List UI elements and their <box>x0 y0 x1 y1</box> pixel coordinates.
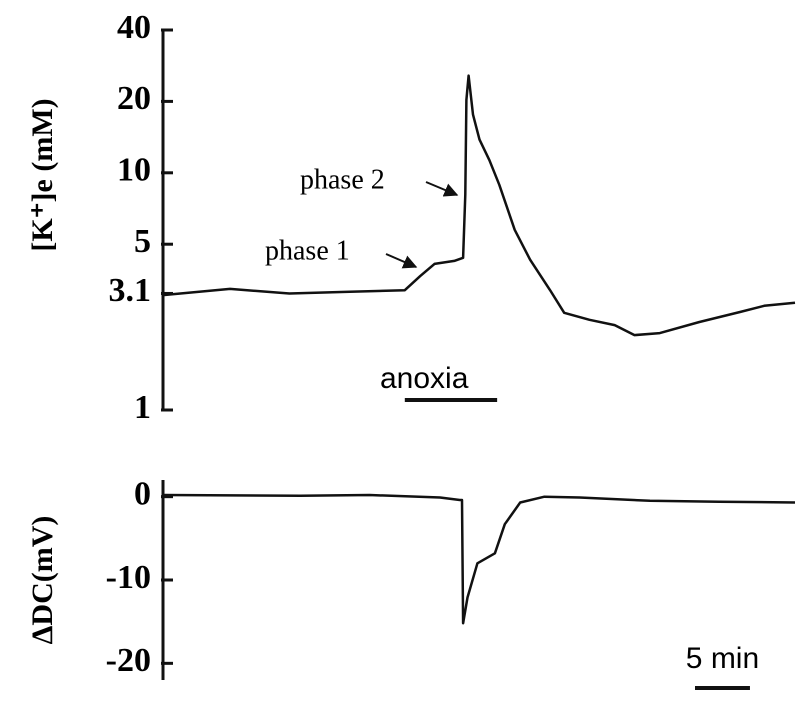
y-tick-label: 20 <box>117 80 151 117</box>
y-tick-label: 1 <box>134 389 151 426</box>
annotation: phase 2 <box>300 164 385 195</box>
y-axis-label: [K⁺]e (mM) <box>26 98 59 251</box>
y-axis-label: ΔDC(mV) <box>26 516 59 645</box>
trace <box>162 493 796 625</box>
y-tick-label: -20 <box>106 642 151 679</box>
condition-label: anoxia <box>380 362 469 395</box>
arrow <box>425 181 459 197</box>
scale-bar-label: 5 min <box>686 642 759 675</box>
y-tick-label: 5 <box>134 223 151 260</box>
annotation: phase 1 <box>265 235 350 266</box>
y-tick-label: 40 <box>117 9 151 46</box>
trace <box>162 74 796 337</box>
y-tick-label: 3.1 <box>109 272 152 309</box>
y-tick-label: 0 <box>134 475 151 512</box>
y-tick-label: -10 <box>106 559 151 596</box>
y-tick-label: 10 <box>117 152 151 189</box>
arrow <box>385 253 418 269</box>
